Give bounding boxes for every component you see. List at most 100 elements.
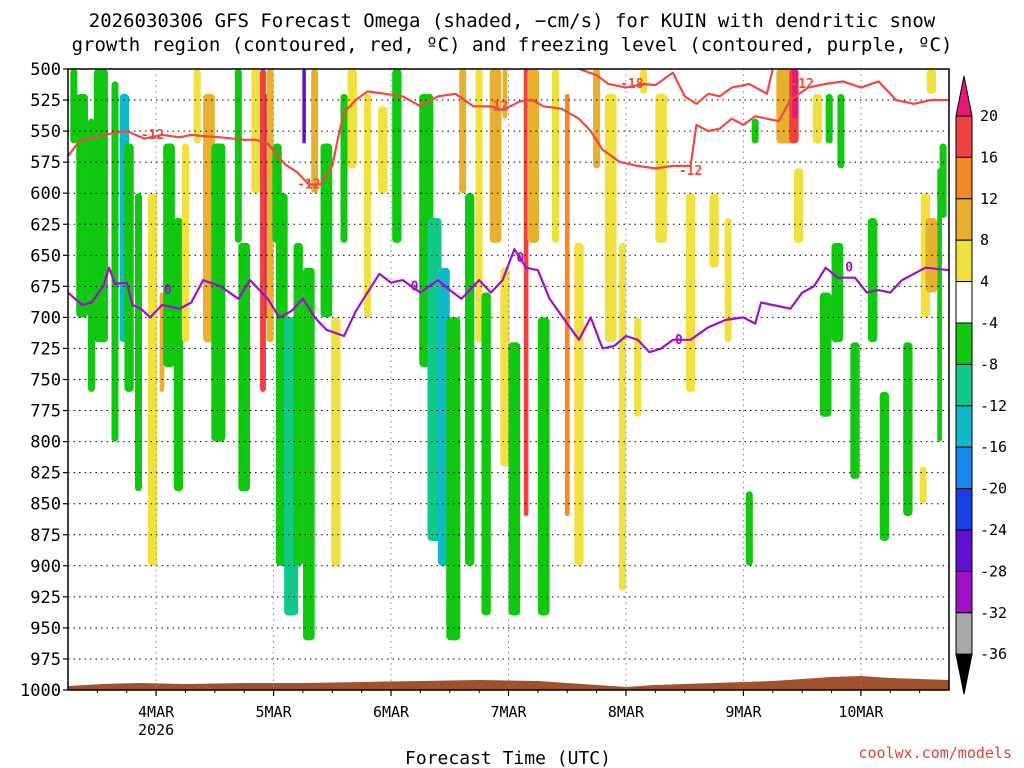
omega-band	[831, 242, 844, 343]
colorbar-tick-label: -32	[980, 604, 1007, 622]
colorbar-tick-label: -36	[980, 645, 1007, 663]
omega-band	[640, 69, 648, 94]
omega-band	[819, 292, 832, 417]
omega-colorbar: 20 16 12 8 4 -4 -8 -12 -16 -20 -24 -28 -32 -36	[955, 75, 1007, 695]
omega-band	[124, 143, 134, 392]
freezing-contour-label: 0	[675, 333, 683, 348]
omega-band	[867, 218, 878, 343]
colorbar-swatch	[955, 612, 973, 655]
omega-band	[173, 218, 184, 492]
chart-title-line-2: growth region (contoured, red, ºC) and f…	[72, 34, 953, 56]
omega-band	[364, 93, 372, 318]
colorbar-swatch	[955, 529, 973, 572]
y-tick-label: 1000	[20, 681, 61, 701]
omega-band	[211, 143, 226, 442]
omega-band	[347, 69, 357, 169]
chart-grid	[68, 69, 949, 690]
temperature-contours: -12 -12 -12 -12 -12 -18 0 0 0 0 0	[67, 67, 950, 354]
omega-band	[93, 69, 108, 343]
credit-link[interactable]: coolwx.com/models	[858, 744, 1012, 762]
omega-band	[724, 218, 732, 343]
x-tick-label: 8MAR	[608, 703, 645, 721]
x-tick-sublabel: 2026	[138, 721, 174, 739]
y-tick-label: 750	[30, 371, 61, 391]
freezing-contour-label: 0	[164, 283, 172, 298]
colorbar-swatch	[955, 115, 973, 158]
colorbar-swatch	[955, 570, 973, 614]
omega-band	[709, 193, 719, 268]
omega-band	[340, 93, 348, 243]
x-tick-label: 4MAR	[138, 703, 175, 721]
omega-band	[111, 81, 119, 442]
colorbar-tick-label: 16	[980, 148, 998, 166]
y-tick-label: 875	[30, 526, 61, 546]
omega-band	[147, 193, 158, 566]
x-tick-label: 9MAR	[725, 703, 762, 721]
omega-band	[825, 93, 833, 144]
colorbar-swatch	[955, 405, 973, 448]
dgz-contour-label: -12	[485, 99, 508, 114]
omega-band	[604, 93, 617, 343]
omega-band	[76, 93, 88, 318]
omega-band	[266, 69, 274, 343]
dgz-minus12-contour	[67, 80, 949, 186]
omega-band	[812, 93, 823, 144]
dgz-contour-label: -12	[790, 77, 813, 92]
omega-band	[925, 218, 938, 293]
omega-band	[378, 106, 388, 194]
y-tick-label: 775	[30, 402, 61, 422]
omega-band	[181, 143, 189, 343]
omega-band	[475, 69, 483, 343]
omega-band	[302, 69, 306, 144]
y-tick-label: 675	[30, 277, 61, 297]
colorbar-tick-label: -20	[980, 480, 1007, 498]
dgz-minus18-contour	[578, 67, 774, 105]
y-tick-label: 500	[30, 60, 61, 80]
colorbar-tick-label: -24	[980, 521, 1007, 539]
omega-band	[745, 491, 753, 566]
colorbar-swatch	[955, 363, 973, 407]
y-tick-label: 575	[30, 153, 61, 173]
colorbar-cap-bottom	[955, 653, 973, 695]
x-tick-label: 7MAR	[490, 703, 527, 721]
omega-band	[574, 242, 584, 566]
omega-band	[527, 69, 540, 243]
dgz-contour-label: -18	[620, 77, 644, 92]
y-tick-label: 600	[30, 184, 61, 204]
omega-band	[792, 69, 799, 119]
omega-band	[134, 193, 143, 492]
x-axis-label: Forecast Time (UTC)	[405, 748, 611, 768]
omega-band	[751, 118, 759, 144]
colorbar-tick-label: 12	[980, 190, 998, 208]
dgz-contour-label: -12	[141, 128, 164, 143]
y-tick-label: 825	[30, 464, 61, 484]
dgz-contour-label: -12	[297, 178, 320, 193]
chart-title-line-1: 2026030306 GFS Forecast Omega (shaded, −…	[89, 10, 936, 32]
omega-band	[776, 69, 793, 144]
colorbar-swatch	[955, 156, 973, 200]
y-tick-label: 625	[30, 215, 61, 235]
omega-band	[238, 242, 251, 492]
freezing-contour-label: 0	[845, 261, 853, 276]
colorbar-tick-label: 20	[980, 107, 998, 125]
omega-band	[685, 193, 696, 392]
x-tick-label: 6MAR	[373, 703, 410, 721]
x-tick-label: 5MAR	[256, 703, 293, 721]
colorbar-swatch	[955, 281, 973, 324]
omega-band	[634, 317, 642, 417]
colorbar-cap-top	[955, 75, 973, 117]
omega-band	[793, 168, 804, 243]
freezing-contour-label: 0	[411, 279, 419, 294]
omega-band	[564, 93, 570, 517]
omega-band	[618, 242, 626, 591]
terrain-fill	[68, 676, 949, 690]
omega-band	[551, 69, 560, 243]
omega-band	[903, 342, 913, 517]
omega-band	[311, 69, 319, 194]
y-tick-label: 725	[30, 339, 61, 359]
y-tick-label: 950	[30, 619, 61, 639]
pressure-axis: 500 525 550 575 600 625 650 675 700 725 750 775 800 8…	[20, 60, 68, 701]
omega-band	[837, 93, 845, 169]
freezing-contour-label: 0	[516, 251, 524, 266]
